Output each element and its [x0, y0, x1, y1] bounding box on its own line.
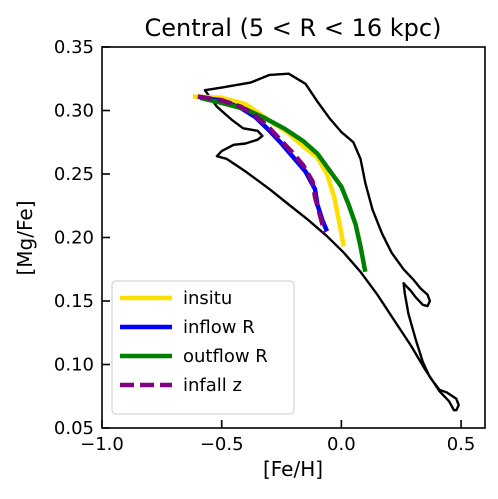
x-tick-label: 0.5 — [447, 434, 476, 455]
legend-label: inflow R — [183, 317, 255, 338]
series-line-insitu — [192, 94, 347, 247]
chart-title: Central (5 < R < 16 kpc) — [145, 14, 442, 42]
x-axis-label: [Fe/H] — [263, 457, 323, 481]
x-tick-label: 0.0 — [327, 434, 356, 455]
y-axis-label: [Mg/Fe] — [13, 200, 37, 275]
legend-box — [111, 280, 295, 415]
axis-ticks: −1.0 −0.5 0.0 0.5 0.05 0.10 0.15 0.20 0.25 0.30 0.… — [54, 37, 475, 455]
y-tick-label: 0.35 — [54, 37, 94, 58]
legend-label: infall z — [183, 375, 242, 396]
y-tick-label: 0.25 — [54, 164, 94, 185]
legend: insitu inflow R outflow R infall z — [111, 280, 295, 415]
y-tick-label: 0.10 — [54, 355, 94, 376]
legend-label: insitu — [183, 288, 232, 309]
y-tick-label: 0.20 — [54, 228, 94, 249]
y-tick-label: 0.15 — [54, 291, 94, 312]
series-line-outflow-r — [199, 95, 368, 273]
y-tick-label: 0.05 — [54, 418, 94, 439]
density-contour — [203, 72, 460, 412]
legend-label: outflow R — [183, 346, 268, 367]
plot-frame — [101, 46, 486, 429]
series-line-infall-z — [197, 94, 327, 233]
x-tick-label: −0.5 — [200, 434, 244, 455]
x-tick-label: −1.0 — [80, 434, 124, 455]
y-tick-label: 0.30 — [54, 101, 94, 122]
density-contour-layer — [203, 72, 460, 412]
series-layer — [192, 94, 368, 273]
